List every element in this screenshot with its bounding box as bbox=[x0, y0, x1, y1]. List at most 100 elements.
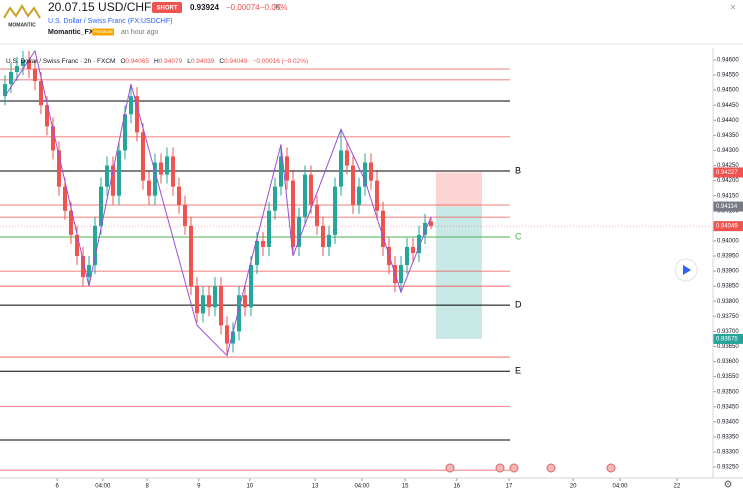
author[interactable]: Momantic_FX bbox=[48, 29, 94, 36]
event-icon[interactable] bbox=[546, 463, 556, 473]
symbol-link[interactable]: U.S. Dollar / Swiss Franc (FX:USDCHF) bbox=[48, 18, 172, 25]
event-icon[interactable] bbox=[606, 463, 616, 473]
candle-body bbox=[362, 162, 367, 187]
candle-body bbox=[176, 186, 181, 205]
price-change-pct: −0.08% bbox=[260, 3, 287, 12]
candle-body bbox=[254, 240, 259, 266]
y-tick-label: 0.93300 bbox=[717, 450, 739, 456]
price: 0.93924 bbox=[190, 3, 219, 12]
candle-body bbox=[374, 180, 379, 211]
y-tick-label: 0.93750 bbox=[717, 314, 739, 320]
y-tick-label: 0.93800 bbox=[717, 299, 739, 305]
x-tick-label: 10 bbox=[246, 484, 253, 490]
candle-body bbox=[398, 265, 403, 284]
logo-text: MOMANTIC bbox=[8, 22, 36, 28]
y-tick-label: 0.93400 bbox=[717, 419, 739, 425]
candle-body bbox=[332, 186, 337, 235]
candle-body bbox=[92, 225, 97, 266]
short-badge-text: SHORT bbox=[157, 6, 178, 12]
idea-title: 20.07.15 USD/CHF bbox=[48, 0, 151, 14]
candle-body bbox=[104, 165, 109, 187]
legend-item: U.S. Dollar / Swiss Franc · 2h · FXCM bbox=[6, 58, 115, 65]
candle-body bbox=[296, 216, 301, 247]
y-tick-label: 0.93250 bbox=[717, 465, 739, 471]
x-tick-label: 04:00 bbox=[95, 484, 111, 490]
candle-body bbox=[20, 59, 25, 66]
candle-body bbox=[8, 72, 13, 85]
zigzag-line bbox=[4, 49, 432, 357]
candle-body bbox=[224, 325, 229, 344]
legend-item: O bbox=[120, 58, 125, 65]
candle-body bbox=[14, 65, 19, 73]
y-tick-label: 0.93950 bbox=[717, 254, 739, 260]
time-ago: an hour ago bbox=[121, 29, 158, 36]
legend-item: −0.00016 (−0.02%) bbox=[253, 58, 309, 65]
y-tick-label: 0.94250 bbox=[717, 163, 739, 169]
legend-item: 0.94039 bbox=[191, 58, 215, 65]
candle-body bbox=[170, 156, 175, 187]
plot: B C D E 0.94600 0.94550 0.94500 0.94450 0.94400 0… bbox=[0, 49, 743, 490]
logo: MOMANTIC bbox=[3, 4, 41, 28]
y-tick-label: 0.93550 bbox=[717, 374, 739, 380]
x-tick-label: 6 bbox=[56, 484, 60, 490]
candle-body bbox=[86, 265, 91, 278]
candle-body bbox=[194, 286, 199, 314]
candle-body bbox=[302, 174, 307, 217]
last-price-label: 0.94049 bbox=[716, 224, 738, 230]
candle-body bbox=[134, 96, 139, 133]
target-price-label: 0.93675 bbox=[716, 337, 738, 343]
candle-body bbox=[26, 59, 31, 70]
premium-badge bbox=[92, 28, 114, 36]
event-icon[interactable] bbox=[495, 463, 505, 473]
y-tick-label: 0.94600 bbox=[717, 58, 739, 64]
y-tick-label: 0.93650 bbox=[717, 344, 739, 350]
candle-body bbox=[74, 234, 79, 257]
candle-body bbox=[368, 162, 373, 181]
x-tick-label: 17 bbox=[506, 484, 513, 490]
x-tick-label: 22 bbox=[674, 484, 681, 490]
y-tick-label: 0.94500 bbox=[717, 88, 739, 94]
level-label: B bbox=[515, 165, 521, 175]
y-tick-label: 0.94150 bbox=[717, 193, 739, 199]
candle-body bbox=[260, 240, 265, 247]
candle-body bbox=[326, 234, 331, 247]
candle-body bbox=[350, 165, 355, 205]
close-button[interactable]: × bbox=[730, 3, 736, 14]
candle-body bbox=[344, 150, 349, 166]
x-tick-label: 04:00 bbox=[612, 484, 628, 490]
level-label: C bbox=[515, 231, 522, 241]
candle-body bbox=[128, 96, 133, 115]
event-icon[interactable] bbox=[509, 463, 519, 473]
x-tick-label: 8 bbox=[146, 484, 150, 490]
x-tick-label: 16 bbox=[453, 484, 460, 490]
y-tick-label: 0.94300 bbox=[717, 148, 739, 154]
share-icon[interactable]: ⇱ bbox=[274, 2, 282, 12]
candle-body bbox=[410, 246, 415, 253]
y-tick-label: 0.93500 bbox=[717, 389, 739, 395]
candle-body bbox=[56, 150, 61, 187]
last-price-label-box bbox=[713, 221, 743, 232]
candle-body bbox=[206, 295, 211, 308]
event-icon[interactable] bbox=[445, 463, 455, 473]
candle-body bbox=[308, 174, 313, 205]
candle-body bbox=[182, 204, 187, 226]
candle-body bbox=[404, 246, 409, 266]
settings-icon[interactable]: ⚙ bbox=[724, 480, 733, 491]
candle-body bbox=[320, 225, 325, 247]
x-tick-label: 15 bbox=[402, 484, 409, 490]
level-label: D bbox=[515, 300, 522, 310]
y-tick-label: 0.93850 bbox=[717, 284, 739, 290]
chart-legend: U.S. Dollar / Swiss Franc · 2h · FXCM O 0.… bbox=[6, 58, 308, 65]
candle-body bbox=[122, 114, 127, 151]
entry-price-label-box bbox=[713, 201, 743, 212]
y-tick-label: 0.93900 bbox=[717, 269, 739, 275]
candle-body bbox=[44, 105, 49, 127]
play-icon bbox=[683, 265, 691, 275]
candle-body bbox=[116, 150, 121, 196]
x-tick-label: 13 bbox=[312, 484, 319, 490]
legend-item: 0.94079 bbox=[159, 58, 183, 65]
legend-item: H bbox=[154, 58, 159, 65]
